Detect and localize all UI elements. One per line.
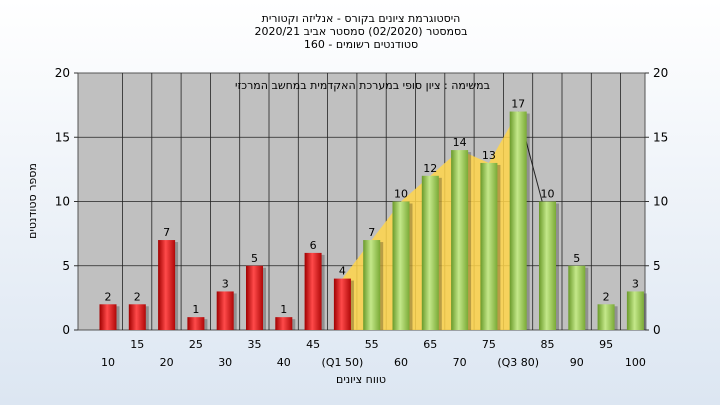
bar-15 — [128, 304, 146, 330]
y-tick-label: 20 — [55, 66, 70, 80]
data-label-35: 5 — [251, 252, 258, 265]
bar-(Q3 80) — [509, 111, 527, 330]
x-tick-label-10: 10 — [101, 356, 115, 369]
y-tick-label-right: 15 — [653, 130, 668, 144]
y-axis-left: 0 5 10 15 20 — [55, 66, 78, 337]
bar-70 — [451, 150, 469, 330]
data-label-25: 1 — [192, 303, 199, 316]
x-tick-label-(Q1 50): (Q1 50) — [322, 356, 364, 369]
x-tick-label-95: 95 — [599, 338, 613, 351]
data-label-45: 6 — [310, 239, 317, 252]
x-tick-label-75: 75 — [482, 338, 496, 351]
y-tick-label: 10 — [55, 195, 70, 209]
bar-45 — [304, 252, 322, 330]
data-label-30: 3 — [222, 277, 229, 290]
x-tick-label-60: 60 — [394, 356, 408, 369]
x-tick-label-85: 85 — [541, 338, 555, 351]
bar-25 — [187, 317, 205, 330]
data-label-40: 1 — [280, 303, 287, 316]
x-tick-label-30: 30 — [218, 356, 232, 369]
y-axis-right: 0 5 10 15 20 — [645, 66, 668, 337]
chart-annotation: במשימה : ציון סופי במערכת האקדמית במחשב … — [235, 79, 490, 92]
x-tick-label-20: 20 — [160, 356, 174, 369]
data-label-10: 2 — [105, 290, 112, 303]
y-tick-label-right: 10 — [653, 195, 668, 209]
data-label-85: 10 — [541, 188, 555, 201]
data-label-60: 10 — [394, 188, 408, 201]
bar-60 — [392, 201, 410, 330]
bar-20 — [158, 240, 176, 330]
data-label-15: 2 — [134, 290, 141, 303]
y-axis-title: מספר סטודנטים — [26, 163, 39, 239]
bar-85 — [539, 201, 556, 330]
x-tick-label-100: 100 — [625, 356, 646, 369]
data-label-(Q3 80): 17 — [511, 98, 525, 111]
x-tick-label-65: 65 — [423, 338, 437, 351]
data-label-(Q1 50): 4 — [339, 265, 346, 278]
bar-55 — [363, 240, 381, 330]
y-tick-label: 5 — [62, 259, 70, 273]
bar-10 — [99, 304, 117, 330]
y-tick-label: 15 — [55, 130, 70, 144]
chart-title: היסטוגרמת ציונים בקורס - אנליזה וקטוריתב… — [254, 12, 467, 51]
data-label-95: 2 — [603, 290, 610, 303]
bar-35 — [246, 265, 263, 330]
data-label-55: 7 — [368, 226, 375, 239]
data-label-75: 13 — [482, 149, 496, 162]
bar-(Q1 50) — [333, 278, 351, 330]
data-label-20: 7 — [163, 226, 170, 239]
x-tick-label-90: 90 — [570, 356, 584, 369]
data-label-70: 14 — [453, 136, 467, 149]
x-tick-label-35: 35 — [248, 338, 262, 351]
bars — [99, 111, 647, 330]
y-tick-label-right: 20 — [653, 66, 668, 80]
x-axis: 10 15 20 25 30 35 40 45(Q1 50)55 60 65 70 75(Q3 80)… — [101, 338, 646, 369]
bar-65 — [421, 175, 439, 330]
y-tick-label-right: 0 — [653, 323, 661, 337]
bar-75 — [480, 162, 498, 330]
x-tick-label-25: 25 — [189, 338, 203, 351]
data-label-90: 5 — [573, 252, 580, 265]
x-tick-label-15: 15 — [130, 338, 144, 351]
bar-90 — [568, 265, 586, 330]
y-tick-label-right: 5 — [653, 259, 661, 273]
x-tick-label-40: 40 — [277, 356, 291, 369]
x-tick-label-45: 45 — [306, 338, 320, 351]
y-tick-label: 0 — [62, 323, 70, 337]
chart-title-line-3: סטודנטים רשומים - 160 — [304, 38, 418, 51]
bar-95 — [597, 304, 615, 330]
bar-40 — [275, 317, 293, 330]
x-tick-label-55: 55 — [365, 338, 379, 351]
x-tick-label-(Q3 80): (Q3 80) — [497, 356, 539, 369]
data-label-100: 3 — [632, 277, 639, 290]
chart-title-line-1: היסטוגרמת ציונים בקורס - אנליזה וקטורית — [262, 12, 461, 25]
x-axis-title: טווח ציונים — [336, 373, 386, 386]
x-tick-label-70: 70 — [453, 356, 467, 369]
bar-100 — [626, 291, 644, 330]
data-label-65: 12 — [423, 162, 437, 175]
bar-30 — [216, 291, 234, 330]
chart-title-line-2: בסמסטר (02/2020) סמסטר אביב 2020/21 — [254, 25, 467, 38]
